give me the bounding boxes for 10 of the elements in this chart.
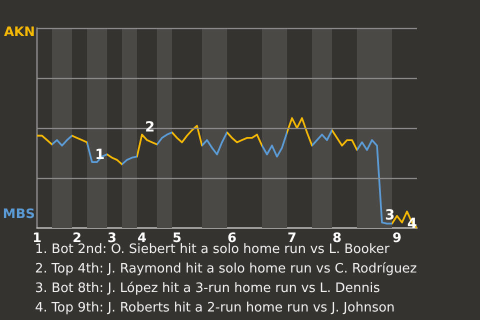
text: MBS	[2, 207, 35, 222]
x-tick-label: 8	[332, 231, 342, 246]
annotation: 3	[385, 208, 395, 224]
text: 4. Top 9th: J. Roberts hit a 2-run home run vs J. Johnson	[35, 300, 395, 316]
text: 2. Top 4th: J. Raymond hit a solo home run vs C. Rodríguez	[35, 262, 418, 276]
x-tick-label: 9	[392, 231, 402, 246]
text: AKN	[4, 25, 35, 40]
text: 3. Bot 8th: J. López hit a 3-run home run vs L. Dennis	[35, 281, 380, 296]
x-tick-label: 7	[287, 231, 297, 246]
annotation: 2	[145, 120, 155, 136]
